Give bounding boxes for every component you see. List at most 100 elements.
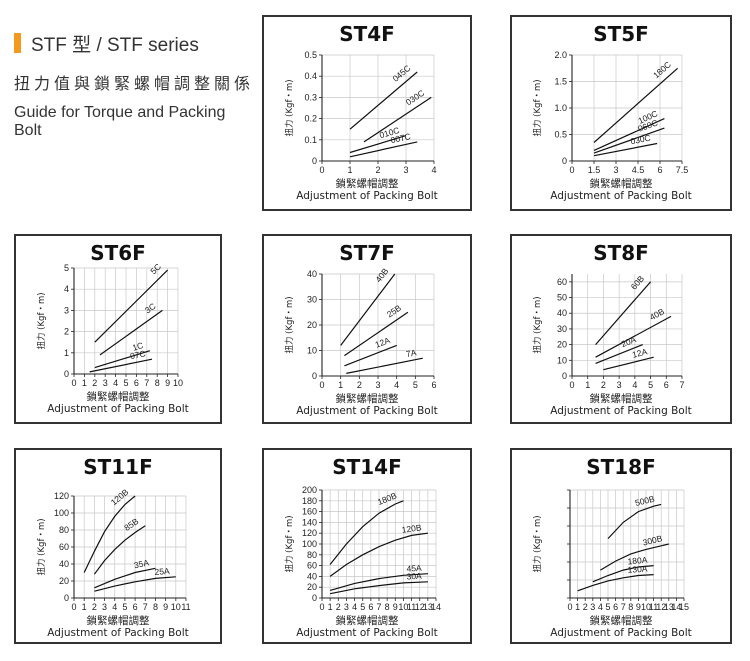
x-tick-label: 1 bbox=[575, 602, 580, 612]
x-tick-label: 3 bbox=[617, 380, 622, 390]
x-tick-label: 9 bbox=[163, 602, 168, 612]
chart-panel-st7f: ST7F 0 1 2 3 4 5 6 0 10 20 30 40 鎖緊螺帽調整 Adjustment of … bbox=[262, 234, 472, 424]
x-tick-label: 3 bbox=[613, 165, 618, 175]
chart-panel-st18f: ST18F 0 1 2 3 4 5 6 7 8 9 10 11 12 13 14 15 鎖緊螺帽調整 Adjustm… bbox=[510, 448, 732, 644]
y-tick-label: 40 bbox=[557, 308, 567, 318]
x-tick-label: 14 bbox=[671, 602, 681, 612]
series-label: 007C bbox=[390, 131, 412, 145]
y-axis-label: 扭力 (Kgf・m) bbox=[532, 79, 543, 136]
series-label: 5C bbox=[148, 261, 163, 276]
x-tick-label: 2 bbox=[92, 602, 97, 612]
series-line bbox=[603, 356, 654, 371]
x-tick-label: 9 bbox=[393, 602, 398, 612]
x-tick-label: 1 bbox=[585, 380, 590, 390]
x-axis-label-chinese: 鎖緊螺帽調整 bbox=[590, 614, 653, 627]
series-line bbox=[94, 576, 176, 592]
x-tick-label: 12 bbox=[656, 602, 666, 612]
series-label: 180C bbox=[651, 59, 673, 80]
chart-title: ST6F bbox=[90, 241, 146, 265]
series-label: 25A bbox=[154, 566, 170, 577]
x-tick-label: 5 bbox=[123, 378, 128, 388]
x-tick-label: 11 bbox=[181, 602, 190, 612]
chart-panel-st8f: ST8F 0 1 2 3 4 5 6 7 0 10 20 30 40 50 60 鎖緊螺帽調整 Adjustmen… bbox=[510, 234, 732, 424]
series-line bbox=[593, 142, 658, 157]
y-tick-label: 0.5 bbox=[304, 50, 317, 60]
x-tick-label: 4 bbox=[394, 380, 399, 390]
x-tick-label: 6 bbox=[613, 602, 618, 612]
series-label: 60B bbox=[629, 273, 647, 291]
x-tick-label: 12 bbox=[415, 602, 425, 612]
series-line bbox=[349, 141, 418, 158]
x-axis-label: Adjustment of Packing Bolt bbox=[550, 405, 691, 417]
chart-title: ST4F bbox=[339, 22, 395, 46]
y-axis-label: 扭力 (Kgf・m) bbox=[36, 518, 47, 575]
y-tick-label: 1 bbox=[64, 348, 69, 358]
y-tick-label: 40 bbox=[307, 571, 317, 581]
x-tick-label: 6 bbox=[133, 602, 138, 612]
x-tick-label: 7 bbox=[144, 378, 149, 388]
series-line bbox=[592, 565, 654, 583]
series-label: 120B bbox=[401, 522, 422, 535]
x-tick-label: 9 bbox=[165, 378, 170, 388]
x-tick-label: 0 bbox=[319, 165, 324, 175]
x-tick-label: 3 bbox=[103, 378, 108, 388]
chinese-guide-title: 扭力值與鎖緊螺帽調整關係 bbox=[14, 76, 255, 93]
series-line bbox=[329, 573, 428, 591]
y-tick-label: 40 bbox=[59, 559, 69, 569]
y-tick-label: 0.5 bbox=[554, 130, 567, 140]
y-axis-label: 扭力 (Kgf・m) bbox=[284, 296, 295, 353]
series-label: 40B bbox=[373, 266, 390, 284]
x-axis-label-chinese: 鎖緊螺帽調整 bbox=[590, 392, 653, 405]
y-tick-label: 80 bbox=[307, 550, 317, 560]
series-label: 030C bbox=[404, 88, 426, 108]
series-label: 12A bbox=[631, 346, 648, 359]
x-tick-label: 7 bbox=[143, 602, 148, 612]
series-label: 12A bbox=[374, 335, 392, 350]
x-tick-label: 15 bbox=[679, 602, 689, 612]
series-line bbox=[595, 281, 652, 345]
chart-svg: ST4F 0 1 2 3 4 0 0.1 0.2 0.3 0.4 0.5 鎖緊螺帽調整Adjustmen… bbox=[284, 22, 438, 202]
x-tick-label: 3 bbox=[344, 602, 349, 612]
y-axis-label: 扭力 (Kgf・m) bbox=[532, 515, 543, 572]
y-tick-label: 4 bbox=[64, 284, 69, 294]
chart-svg: ST5F 0 1.5 3 4.5 6 7.5 0 0.5 1.0 1.5 2.0 鎖緊螺帽調整Adjus… bbox=[532, 22, 692, 202]
x-tick-label: 1.5 bbox=[588, 165, 601, 175]
x-tick-label: 0 bbox=[569, 165, 574, 175]
english-guide-title: Guide for Torque and Packing Bolt bbox=[14, 104, 226, 139]
y-axis-label: 扭力 (Kgf・m) bbox=[284, 515, 295, 572]
chart-svg: ST8F 0 1 2 3 4 5 6 7 0 10 20 30 40 50 60 鎖緊螺帽調整Adjustmen… bbox=[532, 241, 692, 417]
series-label: 45A bbox=[406, 563, 422, 574]
x-tick-label: 4 bbox=[632, 380, 637, 390]
y-tick-label: 0 bbox=[64, 369, 69, 379]
y-tick-label: 0 bbox=[312, 593, 317, 603]
series-label: 120B bbox=[109, 487, 131, 508]
x-tick-label: 4 bbox=[112, 602, 117, 612]
y-axis-label: 扭力 (Kgf・m) bbox=[36, 292, 47, 349]
x-tick-label: 2 bbox=[375, 165, 380, 175]
x-tick-label: 8 bbox=[628, 602, 633, 612]
x-tick-label: 6 bbox=[431, 380, 436, 390]
series-line bbox=[344, 344, 397, 367]
x-tick-label: 2 bbox=[583, 602, 588, 612]
x-tick-label: 1 bbox=[82, 378, 87, 388]
chart-title: ST7F bbox=[339, 241, 395, 265]
series-line bbox=[595, 315, 672, 358]
x-tick-label: 6 bbox=[134, 378, 139, 388]
series-line bbox=[577, 574, 654, 592]
series-line bbox=[99, 309, 163, 356]
series-line bbox=[600, 543, 669, 571]
series-line bbox=[363, 96, 432, 143]
x-tick-label: 0 bbox=[567, 602, 572, 612]
x-tick-label: 5 bbox=[413, 380, 418, 390]
y-tick-label: 140 bbox=[302, 517, 317, 527]
y-tick-label: 30 bbox=[557, 324, 567, 334]
y-tick-label: 200 bbox=[302, 485, 317, 495]
x-tick-label: 5 bbox=[605, 602, 610, 612]
series-line bbox=[94, 567, 156, 589]
x-tick-label: 10 bbox=[398, 602, 408, 612]
series-label: 030C bbox=[630, 133, 652, 147]
series-line bbox=[593, 67, 678, 143]
